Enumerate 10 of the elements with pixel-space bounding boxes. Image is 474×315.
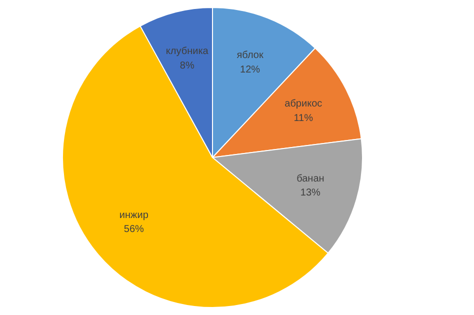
- slice-label: абрикос: [284, 98, 322, 110]
- data-label: 11%: [294, 112, 314, 124]
- data-label: 13%: [300, 188, 321, 199]
- data-label: 8%: [180, 60, 194, 72]
- data-label: 12%: [240, 64, 260, 76]
- slice-label: банан: [296, 173, 324, 184]
- slice-label: клубника: [166, 46, 209, 58]
- slice-label: инжир: [119, 210, 149, 221]
- data-label: 56%: [124, 224, 144, 236]
- slice-label: яблок: [236, 50, 264, 62]
